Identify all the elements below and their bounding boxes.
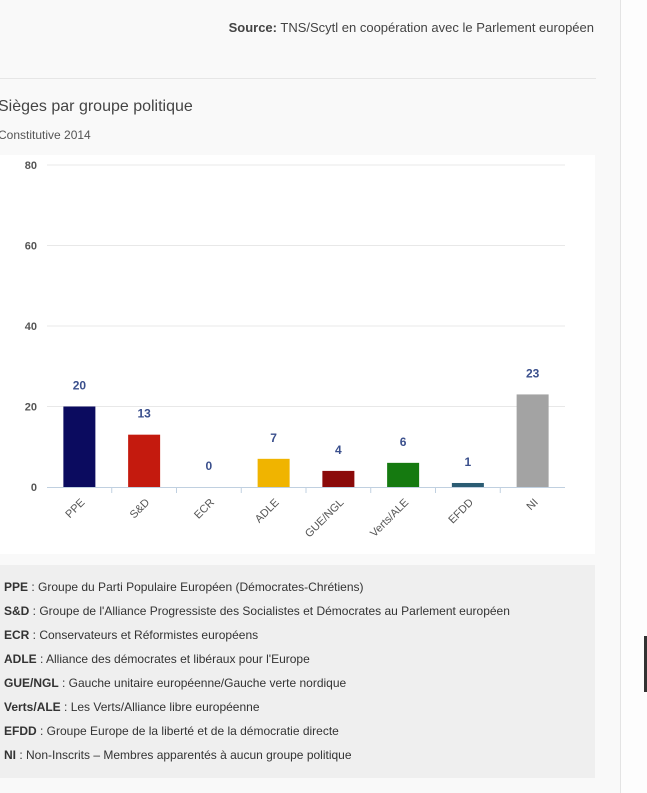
bar: [451, 482, 484, 487]
source-credit: Source: TNS/Scytl en coopération avec le…: [229, 20, 594, 35]
y-tick-label: 40: [25, 321, 37, 333]
x-tick-label: ECR: [192, 497, 217, 522]
legend-abbr: S&D: [4, 604, 30, 618]
x-tick-label: ADLE: [253, 497, 282, 526]
bar-value-label: 13: [137, 407, 151, 421]
legend-desc: : Groupe Europe de la liberté et de la d…: [36, 724, 339, 738]
bar: [128, 434, 161, 487]
right-edge-marker: [644, 636, 647, 692]
bar: [63, 406, 96, 487]
legend-desc: : Non-Inscrits – Membres apparentés à au…: [16, 748, 352, 762]
legend-desc: : Conservateurs et Réformistes européens: [29, 628, 259, 642]
y-tick-label: 80: [25, 160, 37, 172]
legend-desc: : Alliance des démocrates et libéraux po…: [36, 652, 310, 666]
bar: [516, 394, 549, 487]
legend-item-ni: NI : Non-Inscrits – Membres apparentés à…: [4, 748, 352, 762]
bar: [257, 458, 290, 487]
source-label: Source:: [228, 20, 277, 35]
bar-value-label: 23: [526, 366, 540, 380]
chart-subtitle: Constitutive 2014: [0, 128, 91, 142]
legend-desc: : Les Verts/Alliance libre européenne: [60, 700, 260, 714]
legend-abbr: NI: [4, 748, 16, 762]
bar: [322, 470, 355, 487]
legend-abbr: ADLE: [4, 652, 37, 666]
legend-panel: PPE : Groupe du Parti Populaire Européen…: [0, 565, 595, 778]
legend-abbr: ECR: [4, 628, 30, 642]
bar-value-label: 20: [73, 379, 87, 393]
bar-chart: 0 20 40 60 80 20 PPE 13 S&D 0 ECR 7 ADLE 4 GUE/NGL 6 Ver…: [25, 160, 565, 540]
divider: [0, 78, 596, 79]
x-tick-label: NI: [524, 497, 540, 513]
legend-item-adle: ADLE : Alliance des démocrates et libéra…: [4, 652, 310, 666]
x-tick-label: GUE/NGL: [303, 497, 346, 540]
x-tick-label: S&D: [128, 497, 153, 522]
legend-desc: : Groupe du Parti Populaire Européen (Dé…: [28, 580, 364, 594]
legend-item-verts-ale: Verts/ALE : Les Verts/Alliance libre eur…: [4, 700, 260, 714]
bar-value-label: 0: [206, 459, 213, 473]
x-tick-label: EFDD: [446, 497, 476, 527]
legend-item-gue-ngl: GUE/NGL : Gauche unitaire européenne/Gau…: [4, 676, 346, 690]
legend-desc: : Groupe de l'Alliance Progressiste des …: [29, 604, 510, 618]
legend-abbr: PPE: [4, 580, 29, 594]
legend-item-efdd: EFDD : Groupe Europe de la liberté et de…: [4, 724, 339, 738]
legend-desc: : Gauche unitaire européenne/Gauche vert…: [58, 676, 347, 690]
legend-abbr: Verts/ALE: [4, 700, 61, 714]
legend-abbr: EFDD: [4, 724, 37, 738]
legend-abbr: GUE/NGL: [4, 676, 59, 690]
y-tick-label: 20: [25, 402, 37, 414]
chart-title: Sièges par groupe politique: [0, 98, 193, 115]
bar-value-label: 1: [465, 455, 472, 469]
source-text: TNS/Scytl en coopération avec le Parleme…: [280, 20, 594, 35]
chart-area: 0 20 40 60 80 20 PPE 13 S&D 0 ECR 7 ADLE 4 GUE/NGL 6 Ver…: [0, 155, 595, 554]
bar-value-label: 4: [335, 443, 342, 457]
x-tick-label: Verts/ALE: [368, 497, 411, 540]
bar-value-label: 6: [400, 435, 407, 449]
x-tick-label: PPE: [63, 497, 87, 521]
right-sidebar-strip: [620, 0, 647, 793]
legend-item-sd: S&D : Groupe de l'Alliance Progressiste …: [4, 604, 510, 618]
y-tick-label: 0: [31, 482, 37, 494]
bar: [387, 462, 420, 487]
bar-value-label: 7: [270, 431, 277, 445]
y-tick-label: 60: [25, 241, 37, 253]
legend-item-ecr: ECR : Conservateurs et Réformistes europ…: [4, 628, 258, 642]
legend-item-ppe: PPE : Groupe du Parti Populaire Européen…: [4, 580, 364, 594]
